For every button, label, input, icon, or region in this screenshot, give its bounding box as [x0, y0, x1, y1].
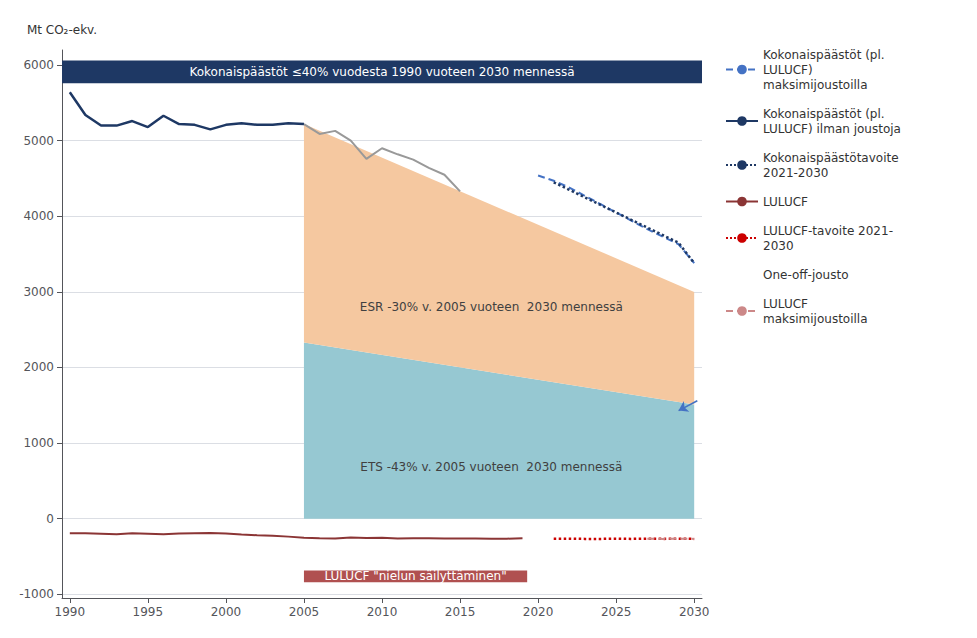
- svg-text:2000: 2000: [211, 605, 242, 619]
- svg-text:Kokonaispäästöt (pl.: Kokonaispäästöt (pl.: [763, 107, 885, 121]
- svg-text:2030: 2030: [679, 605, 710, 619]
- svg-text:maksimijoustoilla: maksimijoustoilla: [763, 312, 868, 326]
- svg-text:1990: 1990: [55, 605, 86, 619]
- svg-text:5000: 5000: [23, 134, 54, 148]
- svg-text:2015: 2015: [445, 605, 476, 619]
- svg-text:maksimijoustoilla: maksimijoustoilla: [763, 78, 868, 92]
- svg-text:LULUCF) ilman joustoja: LULUCF) ilman joustoja: [763, 122, 901, 136]
- svg-text:2005: 2005: [289, 605, 320, 619]
- svg-text:2020: 2020: [523, 605, 554, 619]
- svg-text:2010: 2010: [367, 605, 398, 619]
- svg-text:Kokonaispäästöt (pl.: Kokonaispäästöt (pl.: [763, 48, 885, 62]
- svg-text:Kokonaispäästöt ≤40% vuodesta: Kokonaispäästöt ≤40% vuodesta 1990 vuote…: [189, 65, 574, 79]
- svg-text:2030: 2030: [763, 239, 794, 253]
- svg-text:4000: 4000: [23, 209, 54, 223]
- svg-text:ETS -43% v. 2005 vuoteen 2030: ETS -43% v. 2005 vuoteen 2030 mennessä: [360, 460, 622, 474]
- svg-text:2025: 2025: [601, 605, 632, 619]
- svg-text:LULUCF: LULUCF: [763, 195, 808, 209]
- svg-text:1000: 1000: [23, 436, 54, 450]
- svg-text:2021-2030: 2021-2030: [763, 166, 828, 180]
- svg-text:LULUCF: LULUCF: [763, 297, 808, 311]
- svg-text:Kokonaispäästötavoite: Kokonaispäästötavoite: [763, 151, 899, 165]
- svg-text:Mt CO₂-ekv.: Mt CO₂-ekv.: [27, 23, 97, 37]
- svg-text:1995: 1995: [133, 605, 164, 619]
- svg-text:LULUCF-tavoite 2021-: LULUCF-tavoite 2021-: [763, 224, 893, 238]
- svg-text:-1000: -1000: [19, 587, 54, 601]
- svg-text:2000: 2000: [23, 360, 54, 374]
- svg-text:One-off-jousto: One-off-jousto: [763, 268, 849, 282]
- svg-text:ESR -30% v. 2005 vuoteen 2030: ESR -30% v. 2005 vuoteen 2030 mennessä: [360, 300, 623, 314]
- svg-text:6000: 6000: [23, 58, 54, 72]
- svg-text:LULUCF "nielun säilyttäminen": LULUCF "nielun säilyttäminen": [324, 569, 506, 583]
- svg-text:3000: 3000: [23, 285, 54, 299]
- svg-text:LULUCF): LULUCF): [763, 63, 813, 77]
- svg-text:0: 0: [46, 512, 54, 526]
